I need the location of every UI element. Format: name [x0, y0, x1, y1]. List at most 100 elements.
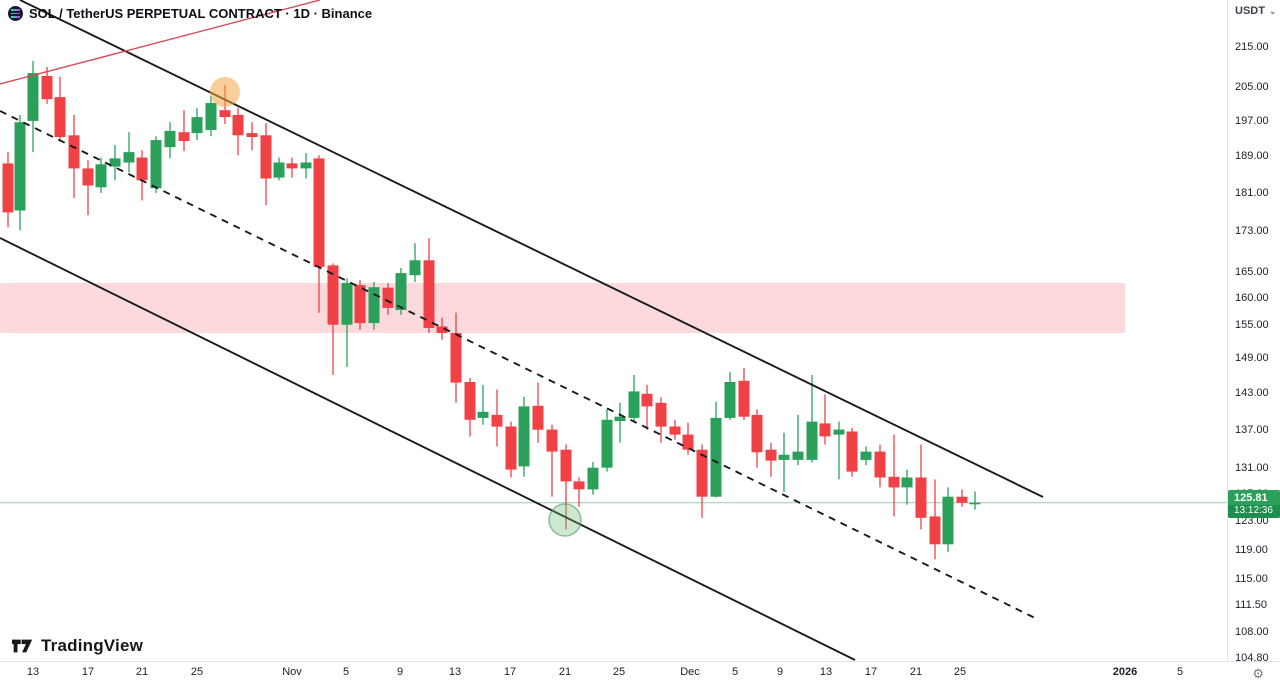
candle-body	[573, 481, 585, 490]
chevron-down-icon: ⌄	[1268, 6, 1277, 16]
candle-body	[27, 73, 39, 121]
time-tick-label: 5	[342, 666, 350, 678]
candle-body	[518, 406, 530, 467]
candle-body	[219, 110, 231, 117]
price-tick-label: 197.00	[1235, 114, 1269, 127]
candle-body	[2, 163, 14, 213]
candle-body	[246, 133, 258, 137]
candle-body	[614, 416, 626, 421]
candle-body	[409, 260, 421, 276]
red-trendline[interactable]	[0, 0, 321, 85]
candle-body	[860, 451, 872, 460]
time-axis[interactable]: 13 17 21 25 Nov 5 9 13 17 21 25 Dec 5 9 13 17 21 25 2026 5	[0, 661, 1280, 684]
price-tick-label: 173.00	[1235, 225, 1269, 238]
time-tick-label: 25	[612, 666, 626, 678]
candle-body	[164, 130, 176, 148]
time-tick-label: 25	[953, 666, 967, 678]
candle-body	[806, 421, 818, 460]
time-tick-label: 21	[909, 666, 923, 678]
candle-body	[232, 114, 244, 136]
candle-body	[313, 158, 325, 267]
time-tick-label: 13	[448, 666, 462, 678]
channel-lower-line[interactable]	[0, 237, 856, 661]
price-axis-currency[interactable]: USDT ⌄	[1228, 0, 1280, 17]
candle-body	[587, 467, 599, 490]
price-tick-label: 104.80	[1235, 651, 1269, 664]
green-circle-marker[interactable]	[548, 503, 582, 537]
candle-body	[354, 285, 366, 324]
time-tick-label: 13	[819, 666, 833, 678]
candle-body	[765, 449, 777, 461]
candle-body	[655, 402, 667, 427]
orange-circle-marker[interactable]	[210, 77, 240, 107]
candle-body	[942, 496, 954, 545]
price-tick-label: 123.00	[1235, 515, 1269, 528]
time-tick-label: 9	[396, 666, 404, 678]
candle-body	[560, 449, 572, 482]
settings-gear-icon[interactable]: ⚙	[1252, 666, 1264, 681]
channel-middle-line[interactable]	[0, 110, 1036, 619]
candle-body	[833, 429, 845, 435]
price-tick-label: 160.00	[1235, 291, 1269, 304]
candle-body	[969, 502, 981, 505]
candle-body	[532, 405, 544, 430]
candle-body	[696, 449, 708, 497]
candle-body	[54, 97, 66, 137]
candle-body	[68, 135, 80, 169]
time-tick-label: 17	[864, 666, 878, 678]
price-tick-label: 137.00	[1235, 423, 1269, 436]
tradingview-logo-text: TradingView	[41, 636, 144, 655]
candle-body	[191, 117, 203, 134]
candle-body	[641, 393, 653, 407]
tradingview-logo[interactable]: TradingView	[12, 636, 143, 656]
price-tick-label: 205.00	[1235, 81, 1269, 93]
candle-body	[136, 157, 148, 181]
candle-body	[150, 140, 162, 189]
price-tick-label: 111.50	[1235, 598, 1268, 611]
price-tick-label: 131.00	[1235, 461, 1269, 474]
time-tick-label: 25	[190, 666, 204, 678]
candle-body	[738, 380, 750, 417]
time-tick-label: 17	[503, 666, 517, 678]
candle-body	[82, 168, 94, 186]
candle-body	[601, 419, 613, 468]
candle-body	[286, 163, 298, 169]
price-tick-label: 119.00	[1235, 543, 1268, 556]
candle-body	[260, 135, 272, 179]
candle-body	[123, 152, 135, 163]
price-axis[interactable]: USDT ⌄ 215.00 205.00 197.00 189.00 181.00 173…	[1227, 0, 1280, 664]
candle-body	[682, 434, 694, 450]
channel-upper-line[interactable]	[19, 0, 1044, 498]
price-tick-label: 108.00	[1235, 626, 1269, 638]
candle-body	[273, 162, 285, 178]
candle-body	[724, 382, 736, 418]
time-tick-label: 21	[558, 666, 572, 678]
price-tick-label: 181.00	[1235, 186, 1269, 199]
candle-body	[846, 431, 858, 472]
candle-body	[300, 162, 312, 169]
candle-body	[710, 417, 722, 497]
candle-body	[491, 414, 503, 427]
price-tick-label: 189.00	[1235, 150, 1269, 163]
last-price-label: 125.81 13:12:36	[1228, 489, 1280, 518]
symbol-title-text: SOL / TetherUS PERPETUAL CONTRACT · 1D ·…	[29, 6, 373, 21]
candle-body	[669, 426, 681, 435]
time-tick-label: 5	[1176, 666, 1184, 678]
candle-body	[368, 287, 380, 324]
time-tick-label: 17	[81, 666, 95, 678]
candle-body	[341, 283, 353, 325]
supply-zone[interactable]	[0, 283, 1125, 333]
candle-body	[929, 516, 941, 545]
symbol-title[interactable]: SOL / TetherUS PERPETUAL CONTRACT · 1D ·…	[8, 6, 372, 21]
candle-body	[450, 333, 462, 383]
candle-body	[95, 164, 107, 188]
candle-body	[956, 496, 968, 503]
time-tick-label: 13	[26, 666, 40, 678]
currency-label: USDT	[1235, 5, 1265, 17]
candle-body	[327, 265, 339, 325]
price-tick-label: 143.00	[1235, 387, 1269, 400]
tradingview-logo-mark	[12, 639, 33, 653]
candle-body	[546, 429, 558, 452]
